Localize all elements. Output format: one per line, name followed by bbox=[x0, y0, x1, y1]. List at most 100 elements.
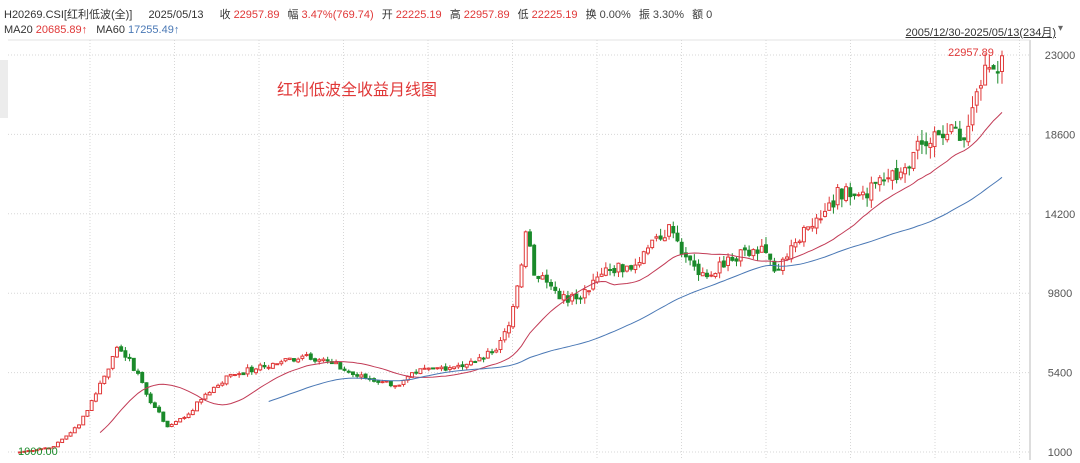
candle-body bbox=[768, 253, 773, 260]
candle-body bbox=[641, 251, 646, 264]
candle-body bbox=[490, 351, 495, 354]
candles bbox=[18, 50, 1004, 454]
candle-body bbox=[780, 258, 785, 271]
open-label: 开 bbox=[381, 9, 393, 21]
candle-body bbox=[561, 294, 566, 301]
candle-body bbox=[388, 380, 393, 387]
candle-body bbox=[77, 424, 81, 429]
candle-body bbox=[515, 285, 520, 308]
candle-body bbox=[72, 427, 77, 434]
candle-body bbox=[608, 268, 613, 271]
candle-body bbox=[705, 272, 709, 278]
candle-body bbox=[279, 361, 284, 365]
change-value: 3.47%(769.74) bbox=[301, 9, 374, 21]
candle-body bbox=[140, 371, 145, 383]
date-range[interactable]: 2005/12/30-2025/05/13(234月) bbox=[905, 27, 1056, 39]
candle-body bbox=[262, 364, 267, 368]
candle-body bbox=[321, 358, 326, 362]
candle-body bbox=[616, 262, 621, 273]
candle-body bbox=[102, 375, 107, 384]
candle-body bbox=[106, 368, 111, 378]
candle-body bbox=[848, 187, 853, 198]
candle-body bbox=[532, 244, 537, 276]
amount-label: 额 bbox=[692, 9, 704, 21]
y-tick-label: 9800 bbox=[1048, 288, 1072, 300]
candle-body bbox=[468, 360, 473, 366]
candle-body bbox=[502, 331, 507, 341]
candle-body bbox=[114, 346, 119, 358]
candle-body bbox=[928, 142, 933, 148]
candle-body bbox=[839, 188, 844, 200]
candle-body bbox=[270, 362, 275, 369]
candle-body bbox=[536, 275, 541, 279]
amount-value: 0 bbox=[706, 9, 713, 21]
candle-body bbox=[195, 401, 199, 412]
candle-body bbox=[18, 451, 22, 454]
chart-annotation: 红利低波全收益月线图 bbox=[277, 80, 438, 99]
candle-body bbox=[47, 447, 52, 450]
candle-body bbox=[157, 406, 162, 413]
candle-body bbox=[258, 364, 263, 371]
candle-body bbox=[26, 450, 31, 453]
candle-body bbox=[797, 240, 802, 243]
candle-body bbox=[831, 200, 836, 208]
candle-body bbox=[679, 241, 684, 255]
candle-body bbox=[393, 385, 398, 388]
candle-body bbox=[55, 441, 60, 448]
range-dropdown-icon[interactable]: ▾ bbox=[1058, 23, 1064, 34]
side-collapse-tab[interactable] bbox=[0, 60, 8, 118]
ma60-label: MA60 bbox=[96, 24, 125, 36]
close-value: 22957.89 bbox=[233, 9, 280, 21]
candle-body bbox=[662, 237, 667, 242]
candle-body bbox=[995, 71, 1000, 74]
candle-body bbox=[860, 191, 865, 196]
candle-body bbox=[844, 186, 849, 201]
candle-body bbox=[506, 325, 511, 334]
candle-body bbox=[380, 381, 385, 384]
candle-body bbox=[894, 168, 899, 181]
candle-body bbox=[30, 450, 35, 453]
ma20-label: MA20 bbox=[4, 24, 33, 36]
candle-body bbox=[696, 263, 701, 276]
candle-body bbox=[540, 275, 545, 280]
candle-body bbox=[620, 264, 625, 273]
candle-body bbox=[932, 131, 937, 148]
candle-body bbox=[544, 274, 549, 283]
candle-body bbox=[397, 384, 402, 387]
candle-body bbox=[1000, 55, 1004, 72]
candle-body bbox=[384, 380, 389, 383]
candle-body bbox=[650, 239, 655, 249]
candle-body bbox=[346, 370, 351, 373]
candle-body bbox=[169, 423, 174, 427]
candle-body bbox=[827, 202, 832, 211]
candle-body bbox=[742, 247, 747, 251]
candle-body bbox=[237, 373, 242, 376]
candle-body bbox=[452, 366, 457, 370]
candle-body bbox=[275, 363, 280, 366]
ma60-value: 17255.49↑ bbox=[127, 24, 180, 36]
candle-body bbox=[426, 367, 431, 370]
candle-body bbox=[494, 349, 499, 353]
candle-body bbox=[22, 450, 27, 453]
candle-body bbox=[254, 368, 258, 374]
ma-legend: MA20 20685.89↑ MA60 17255.49↑ bbox=[4, 24, 183, 36]
candle-body bbox=[456, 364, 461, 368]
candle-body bbox=[654, 236, 659, 239]
candle-body bbox=[249, 366, 254, 373]
amplitude-value: 3.30% bbox=[652, 9, 685, 21]
candle-body bbox=[359, 374, 364, 378]
candle-body bbox=[553, 286, 558, 291]
candle-body bbox=[334, 361, 339, 365]
quote-date: 2025/05/13 bbox=[148, 9, 204, 21]
candle-body bbox=[865, 193, 870, 199]
candle-body bbox=[266, 366, 271, 369]
y-tick-label: 18600 bbox=[1045, 129, 1076, 141]
candle-body bbox=[599, 273, 604, 277]
candle-body bbox=[148, 393, 153, 404]
candle-body bbox=[313, 358, 317, 362]
candle-body bbox=[178, 418, 183, 423]
candle-body bbox=[308, 353, 313, 360]
candle-body bbox=[43, 447, 48, 450]
candle-body bbox=[173, 421, 178, 425]
